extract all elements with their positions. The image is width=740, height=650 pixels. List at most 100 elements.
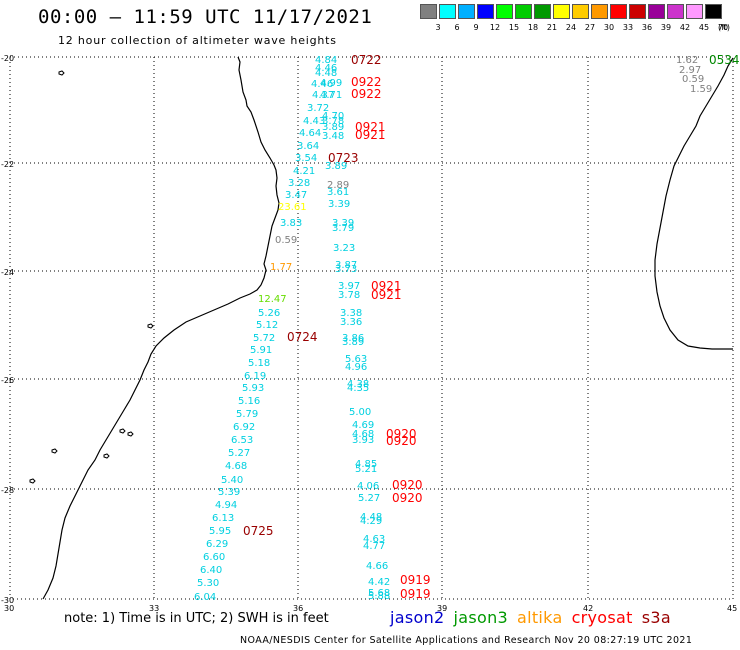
- legend-label: 3: [435, 23, 441, 32]
- legend-unit: (ft): [718, 23, 731, 32]
- wave-height-value: 6.40: [200, 565, 222, 576]
- wave-height-value: 5.18: [248, 358, 270, 369]
- pass-time-label: 0920: [392, 491, 423, 505]
- wave-height-value: 6.13: [212, 513, 234, 524]
- lat-tick-label: -24: [1, 268, 14, 277]
- legend-label: 33: [622, 23, 634, 32]
- wave-height-value: 1.62: [676, 55, 698, 66]
- wave-height-value: 4.94: [215, 500, 237, 511]
- island: [51, 448, 58, 454]
- wave-points: 4.844.464.484.994.464.374.713.724.704.43…: [194, 55, 712, 603]
- wave-height-value: 5.68: [368, 588, 390, 599]
- lon-tick-label: 45: [727, 604, 737, 613]
- wave-height-value: 3.54: [295, 153, 317, 164]
- legend-swatch: [572, 4, 589, 19]
- wave-height-value: 5.63: [345, 354, 367, 365]
- wave-height-value: 5.16: [238, 396, 260, 407]
- legend-swatch: [610, 4, 627, 19]
- wave-height-value: 4.84: [315, 55, 337, 66]
- wave-height-value: 3.38: [340, 308, 362, 319]
- satellite-altika: altika: [517, 608, 563, 627]
- africa-coastline: [42, 56, 280, 600]
- satellite-legend: jason2 jason3 altika cryosat s3a: [390, 608, 680, 627]
- wave-height-value: 3.48: [322, 131, 344, 142]
- wave-height-value: 3.78: [338, 290, 360, 301]
- island: [119, 428, 126, 434]
- wave-height-value: 3.89: [342, 337, 364, 348]
- wave-height-value: 4.37: [312, 90, 334, 101]
- pass-time-label: 0919: [400, 587, 431, 601]
- wave-height-value: 3.78: [322, 116, 344, 127]
- wave-height-value: 4.43: [303, 116, 325, 127]
- legend-label: 15: [508, 23, 520, 32]
- pass-time-label: 0534: [709, 53, 740, 67]
- wave-height-value: 2.97: [679, 65, 701, 76]
- wave-height-value: 4.48: [315, 68, 337, 79]
- satellite-jason2: jason2: [390, 608, 445, 627]
- legend-label: 21: [546, 23, 558, 32]
- wave-height-value: 3.28: [288, 178, 310, 189]
- pass-time-label: 0724: [287, 330, 318, 344]
- legend-label: 24: [565, 23, 577, 32]
- legend-swatch: [420, 4, 437, 19]
- legend-swatch: [648, 4, 665, 19]
- pass-time-label: 0921: [355, 128, 386, 142]
- wave-height-value: 4.21: [293, 166, 315, 177]
- wave-height-value: 5.40: [221, 475, 243, 486]
- wave-height-value: 4.42: [368, 577, 390, 588]
- wave-height-value: 3.97: [338, 281, 360, 292]
- wave-height-value: 3.39: [332, 218, 354, 229]
- pass-time-label: 0722: [351, 53, 382, 67]
- island: [58, 70, 65, 76]
- time-labels: 0722092209220921092107230921092107240920…: [243, 53, 740, 601]
- pass-time-label: 0723: [328, 151, 359, 165]
- wave-height-value: 3.72: [307, 103, 329, 114]
- legend-label: 18: [527, 23, 539, 32]
- wave-height-value: 5.72: [253, 333, 275, 344]
- wave-height-value: 5.27: [358, 493, 380, 504]
- wave-height-value: 4.85: [355, 459, 377, 470]
- legend-swatch: [477, 4, 494, 19]
- wave-height-value: 3.86: [342, 333, 364, 344]
- pass-time-label: 0919: [400, 573, 431, 587]
- pass-time-label: 0920: [386, 427, 417, 441]
- wave-height-value: 4.68: [352, 429, 374, 440]
- satellite-jason3: jason3: [453, 608, 508, 627]
- wave-height-value: 5.95: [209, 526, 231, 537]
- legend-label: 42: [679, 23, 691, 32]
- legend-swatch: [515, 4, 532, 19]
- wave-height-value: 4.35: [347, 383, 369, 394]
- legend-swatch: [705, 4, 722, 19]
- wave-height-value: 5.00: [349, 407, 371, 418]
- legend-label: 30: [603, 23, 615, 32]
- wave-height-value: 4.66: [366, 561, 388, 572]
- island: [103, 453, 110, 459]
- wave-height-value: 23.61: [278, 202, 307, 213]
- legend-swatch: [686, 4, 703, 19]
- wave-height-value: 5.79: [236, 409, 258, 420]
- wave-height-value: 6.60: [203, 552, 225, 563]
- legend-label: 36: [641, 23, 653, 32]
- wave-height-value: 6.29: [206, 539, 228, 550]
- lon-tick-label: 36: [293, 604, 303, 613]
- legend-swatch: [629, 4, 646, 19]
- satellite-cryosat: cryosat: [571, 608, 633, 627]
- lon-tick-label: 39: [437, 604, 447, 613]
- wave-height-value: 3.23: [333, 243, 355, 254]
- wave-height-value: 4.06: [357, 481, 379, 492]
- legend-label: 45: [698, 23, 710, 32]
- wave-height-value: 3.89: [322, 122, 344, 133]
- wave-height-value: 3.64: [297, 141, 319, 152]
- wave-height-value: 3.83: [280, 218, 302, 229]
- footer-note: note: 1) Time is in UTC; 2) SWH is in fe…: [64, 611, 329, 626]
- wave-height-value: 0.59: [682, 74, 704, 85]
- legend-swatch: [534, 4, 551, 19]
- legend-label: 70: [717, 23, 729, 32]
- wave-height-value: 4.63: [363, 534, 385, 545]
- legend-label: 9: [473, 23, 479, 32]
- footer-credit: NOAA/NESDIS Center for Satellite Applica…: [240, 635, 693, 646]
- pass-time-label: 0921: [355, 120, 386, 134]
- pass-time-label: 0920: [386, 434, 417, 448]
